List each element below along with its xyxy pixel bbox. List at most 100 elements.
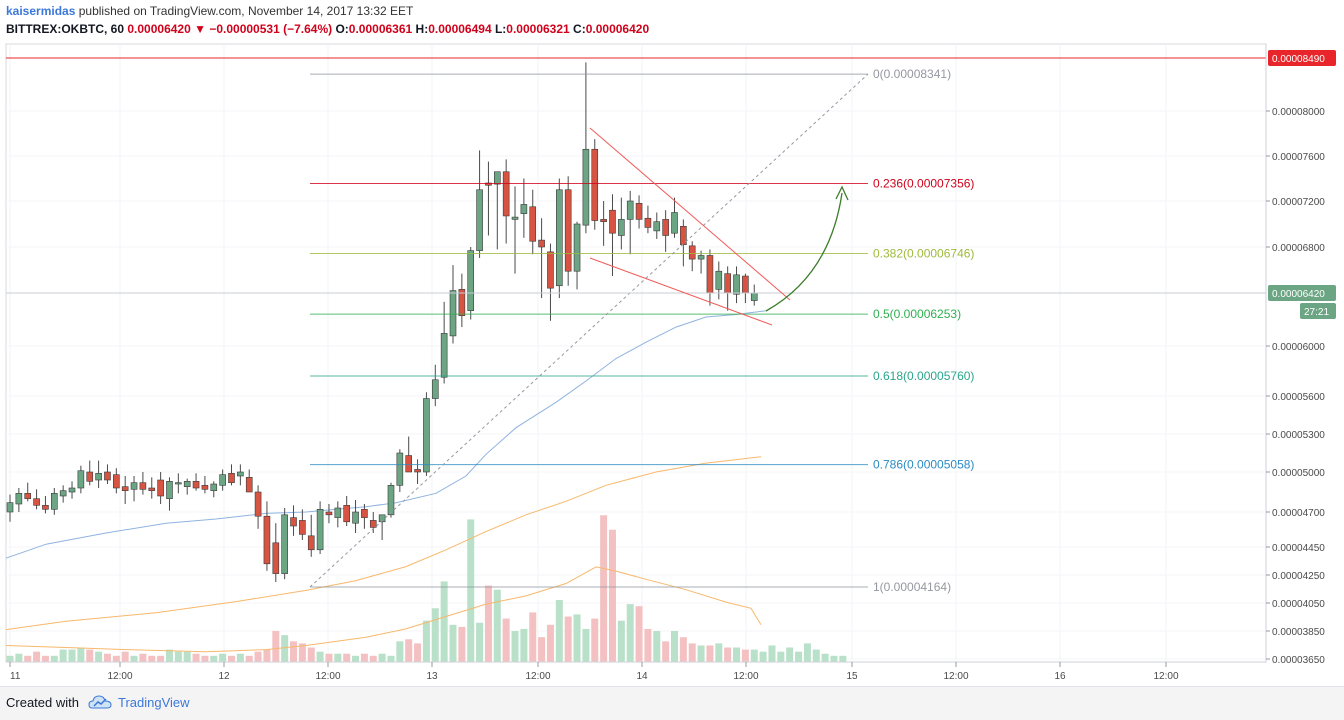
candle[interactable]	[254, 485, 262, 529]
candle[interactable]	[86, 460, 94, 486]
fibonacci-layer[interactable]: 0(0.00008341) 0.236(0.00007356) 0.382(0.00…	[309, 67, 974, 594]
candle[interactable]	[157, 472, 164, 504]
candle[interactable]	[582, 62, 590, 234]
candle[interactable]	[59, 485, 67, 503]
tradingview-cloud-icon[interactable]	[88, 693, 112, 713]
candle[interactable]	[77, 465, 85, 494]
candle[interactable]	[210, 481, 218, 498]
candle-body	[502, 171, 510, 217]
candle[interactable]	[688, 241, 696, 272]
candle[interactable]	[493, 171, 501, 250]
candle[interactable]	[671, 197, 678, 238]
price-axis[interactable]: 0.00008000 0.00007600 0.00007200 0.00006800…	[1266, 50, 1336, 666]
candle[interactable]	[24, 482, 32, 502]
candle[interactable]	[414, 459, 421, 484]
volume-bar	[15, 653, 23, 662]
candle[interactable]	[476, 150, 483, 258]
upper-trendline[interactable]	[589, 127, 791, 301]
candle[interactable]	[361, 504, 368, 529]
candle[interactable]	[334, 501, 342, 528]
candle[interactable]	[733, 266, 740, 304]
tradingview-brand-link[interactable]: TradingView	[118, 695, 190, 710]
candle[interactable]	[626, 190, 634, 255]
candle[interactable]	[396, 449, 404, 492]
drawings-layer[interactable]	[6, 57, 1266, 326]
candle[interactable]	[68, 481, 76, 499]
candle[interactable]	[281, 508, 288, 580]
candle[interactable]	[50, 488, 58, 515]
candle[interactable]	[564, 176, 572, 286]
candle[interactable]	[458, 273, 466, 328]
symbol-label[interactable]: BITTREX:OKBTC, 60	[6, 22, 125, 36]
candle[interactable]	[538, 218, 545, 299]
candle[interactable]	[591, 139, 599, 230]
candle[interactable]	[175, 473, 182, 494]
candle[interactable]	[219, 469, 226, 491]
candle[interactable]	[547, 243, 554, 321]
candle[interactable]	[307, 514, 315, 557]
volume-bar	[334, 653, 342, 662]
candle[interactable]	[609, 194, 616, 277]
candle[interactable]	[635, 195, 643, 229]
candle[interactable]	[95, 460, 102, 488]
candle[interactable]	[33, 489, 40, 510]
candle[interactable]	[467, 247, 475, 320]
candle[interactable]	[121, 476, 129, 504]
projection-arrow[interactable]	[765, 192, 843, 312]
candle[interactable]	[449, 265, 457, 344]
candle[interactable]	[299, 509, 306, 540]
candle[interactable]	[139, 472, 147, 495]
candle[interactable]	[423, 392, 430, 476]
candle[interactable]	[502, 159, 510, 244]
candle[interactable]	[183, 478, 191, 495]
volume-bar	[431, 608, 439, 662]
candle[interactable]	[148, 477, 156, 499]
candles-layer[interactable]	[6, 62, 758, 582]
volume-bar	[33, 651, 41, 662]
candle[interactable]	[644, 205, 652, 234]
fib-trend-line[interactable]	[309, 73, 869, 588]
time-axis[interactable]: 11 12:00 12 12:00 13 12:00 14 12:00 15 12:00 16 12:…	[9, 662, 1179, 682]
candle[interactable]	[130, 476, 138, 502]
candle[interactable]	[440, 301, 448, 384]
candle[interactable]	[201, 476, 209, 494]
candle[interactable]	[245, 469, 253, 493]
candle[interactable]	[697, 250, 705, 274]
candle[interactable]	[618, 197, 625, 250]
candle[interactable]	[511, 186, 519, 274]
candle[interactable]	[113, 468, 120, 494]
candle[interactable]	[680, 219, 687, 267]
candle[interactable]	[573, 221, 581, 290]
candle[interactable]	[431, 364, 439, 407]
candle[interactable]	[192, 473, 200, 491]
lower-trendline[interactable]	[589, 257, 773, 326]
candle[interactable]	[325, 504, 333, 524]
candle[interactable]	[653, 212, 661, 239]
candle[interactable]	[228, 464, 235, 486]
price-chart[interactable]: 0(0.00008341) 0.236(0.00007356) 0.382(0.00…	[0, 0, 1344, 686]
candle[interactable]	[290, 505, 297, 536]
candle[interactable]	[520, 178, 528, 238]
candle[interactable]	[378, 514, 386, 540]
candle[interactable]	[387, 482, 395, 518]
volume-bar	[387, 655, 395, 662]
candle[interactable]	[15, 488, 23, 512]
candle[interactable]	[662, 210, 669, 252]
candle[interactable]	[6, 494, 14, 522]
candle[interactable]	[529, 189, 537, 255]
candle[interactable]	[166, 477, 173, 511]
candle[interactable]	[263, 501, 271, 571]
volume-bar	[449, 624, 457, 662]
candle[interactable]	[556, 178, 563, 299]
candle[interactable]	[104, 464, 111, 484]
candle[interactable]	[405, 436, 413, 473]
candle[interactable]	[352, 500, 359, 533]
candle[interactable]	[343, 496, 350, 526]
candle[interactable]	[600, 201, 607, 246]
candle[interactable]	[272, 523, 280, 582]
price-tick-label: 0.00006000	[1272, 342, 1325, 353]
author-link[interactable]: kaisermidas	[6, 4, 76, 18]
candle[interactable]	[42, 496, 49, 514]
candle[interactable]	[237, 464, 244, 486]
candle[interactable]	[316, 501, 324, 554]
